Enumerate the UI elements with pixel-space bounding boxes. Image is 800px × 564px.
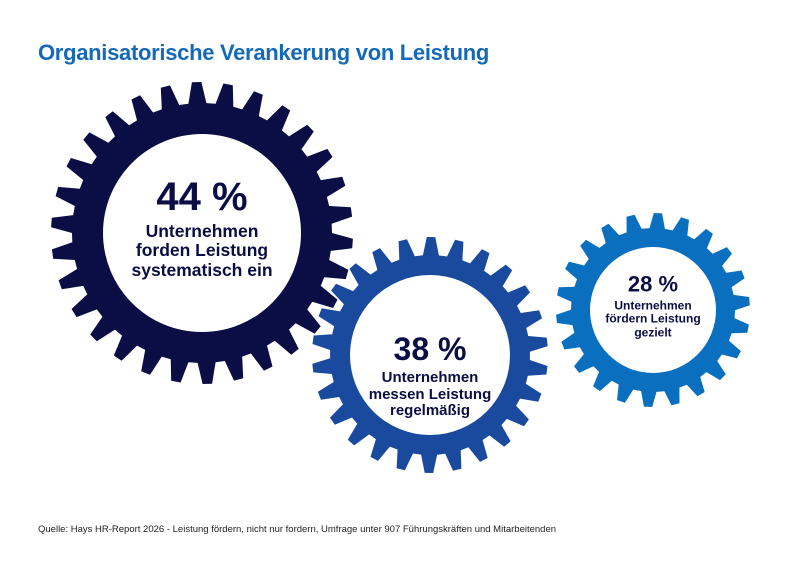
percent-value: 44 % — [156, 175, 248, 220]
percent-value: 28 % — [627, 271, 679, 297]
source-note: Quelle: Hays HR-Report 2026 - Leistung f… — [38, 524, 557, 535]
percent-value: 38 % — [393, 330, 467, 367]
label-line: messen Leistung — [368, 385, 492, 403]
gear-label-28: 28 % Unternehmen fördern Leistung geziel… — [605, 271, 701, 340]
label-line: gezielt — [634, 325, 672, 340]
gear-44-percent — [51, 82, 353, 384]
label-line: systematisch ein — [131, 260, 273, 281]
gear-28-percent — [556, 213, 750, 407]
gear-label-38: 38 % Unternehmen messen Leistung regelmä… — [368, 330, 492, 420]
label-line: Unternehmen — [381, 368, 479, 386]
gear-38-percent — [312, 237, 548, 473]
label-line: forden Leistung — [135, 240, 269, 261]
page-title: Organisatorische Verankerung von Leistun… — [38, 40, 490, 65]
label-line: Unternehmen — [145, 221, 259, 242]
label-line: regelmäßig — [389, 402, 471, 420]
label-line: fördern Leistung — [605, 311, 701, 326]
gear-label-44: 44 % Unternehmen forden Leistung systema… — [131, 175, 272, 281]
label-line: Unternehmen — [614, 298, 692, 313]
